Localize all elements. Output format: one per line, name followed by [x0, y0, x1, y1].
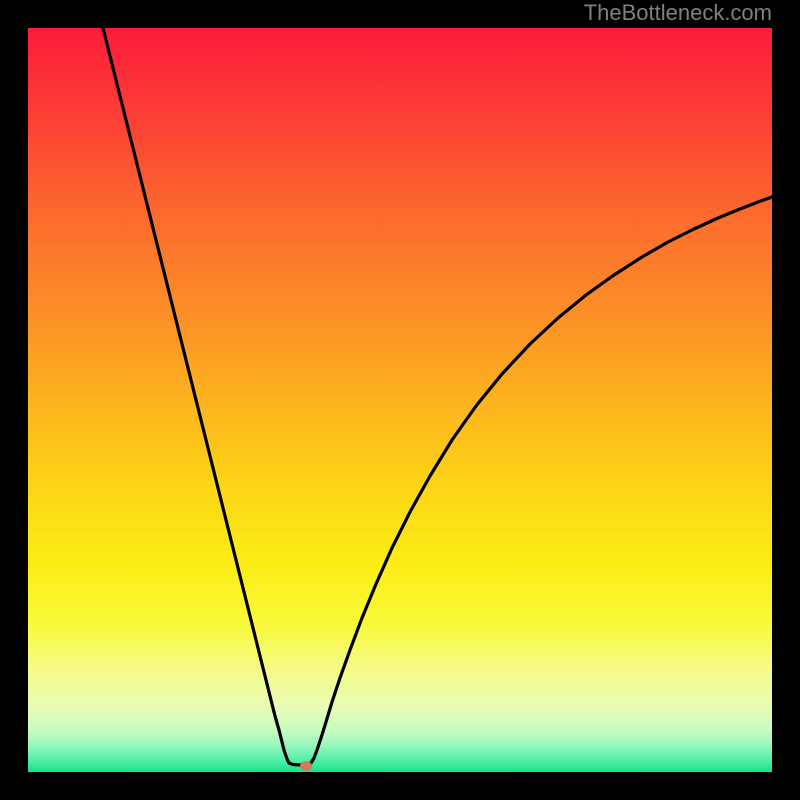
- bottleneck-curve-chart: [28, 28, 772, 772]
- watermark-text: TheBottleneck.com: [584, 0, 772, 26]
- chart-container: [28, 28, 772, 772]
- curve-minimum-marker: [300, 761, 312, 771]
- chart-background: [28, 28, 772, 772]
